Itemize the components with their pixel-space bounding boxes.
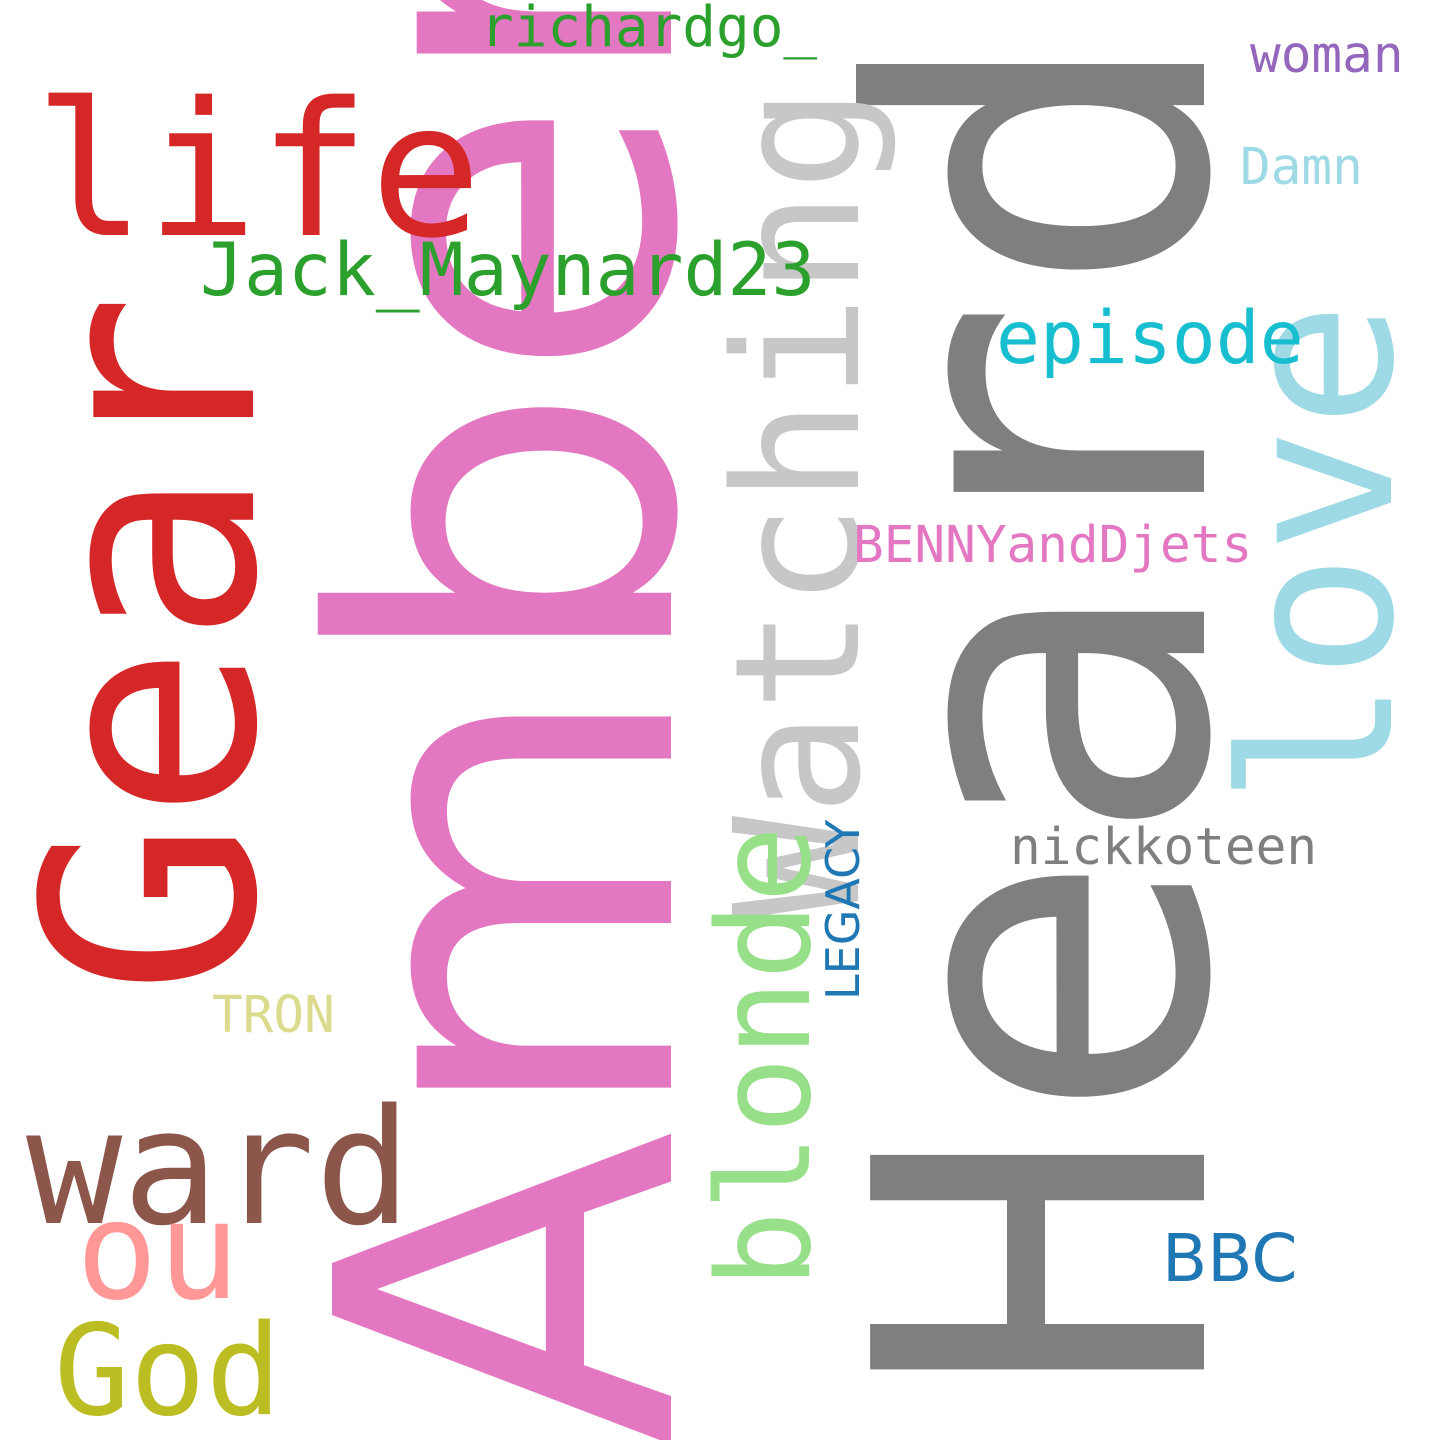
word-life: life (34, 62, 482, 279)
word-ou: ou (76, 1173, 240, 1331)
word-woman: woman (1250, 26, 1404, 85)
word-benny: BENNYandDjets (853, 516, 1253, 575)
word-blonde: blonde (691, 825, 840, 1288)
word-god: God (54, 1297, 282, 1440)
word-tron: TRON (212, 986, 335, 1045)
word-watching: Watching (697, 86, 899, 920)
word-legacy: LEGACY (816, 819, 870, 1000)
word-richard: richardgo_ (480, 0, 818, 60)
word-episode: episode (996, 296, 1304, 381)
word-damn: Damn (1240, 138, 1363, 197)
word-bbc: BBC (1162, 1220, 1298, 1297)
word-gear: Gear (0, 292, 322, 996)
word-ward: ward (26, 1074, 412, 1261)
word-jack: Jack_Maynard23 (200, 228, 816, 313)
word-nick: nickkoteen (1010, 818, 1318, 877)
